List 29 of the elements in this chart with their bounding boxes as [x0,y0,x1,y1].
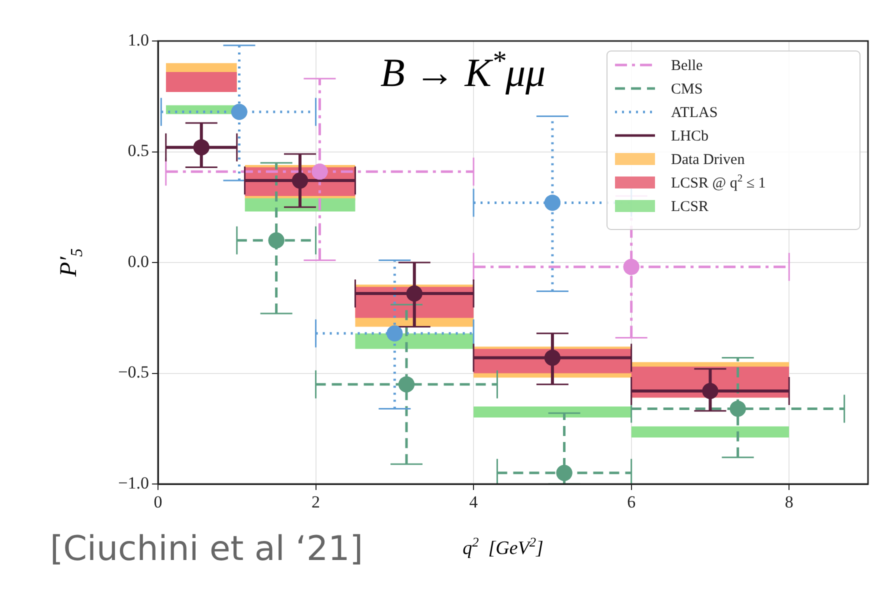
point [730,400,746,417]
point [312,164,328,180]
y-axis-title: P′5 [56,248,86,278]
y-tick-label: −1.0 [118,473,149,492]
point [292,172,308,189]
chart-title: B → K*μμ [380,46,546,95]
legend-label: CMS [671,82,703,98]
y-tick-label: 0.0 [128,252,149,271]
point [623,258,640,275]
point [231,104,248,120]
point [268,232,284,248]
x-tick-label: 0 [154,492,162,512]
legend-label: Belle [671,58,703,74]
legend-label: LCSR [671,199,709,215]
x-tick-label: 8 [784,492,794,512]
y-tick-label: −0.5 [118,362,149,382]
x-tick-label: 2 [312,492,320,512]
point [544,194,560,211]
x-tick-label: 4 [469,492,478,512]
y-tick-label: 0.5 [128,141,149,160]
legend-label: ATLAS [671,105,718,121]
point [386,325,403,342]
text: [Ciuchini et al ‘21] [50,529,363,569]
x-tick-label: 6 [627,492,636,512]
legend-label: LHCb [671,128,708,144]
legend-label: Data Driven [671,152,746,168]
point [398,376,414,392]
point [556,464,572,481]
y-tick-label: 1.0 [128,30,149,50]
